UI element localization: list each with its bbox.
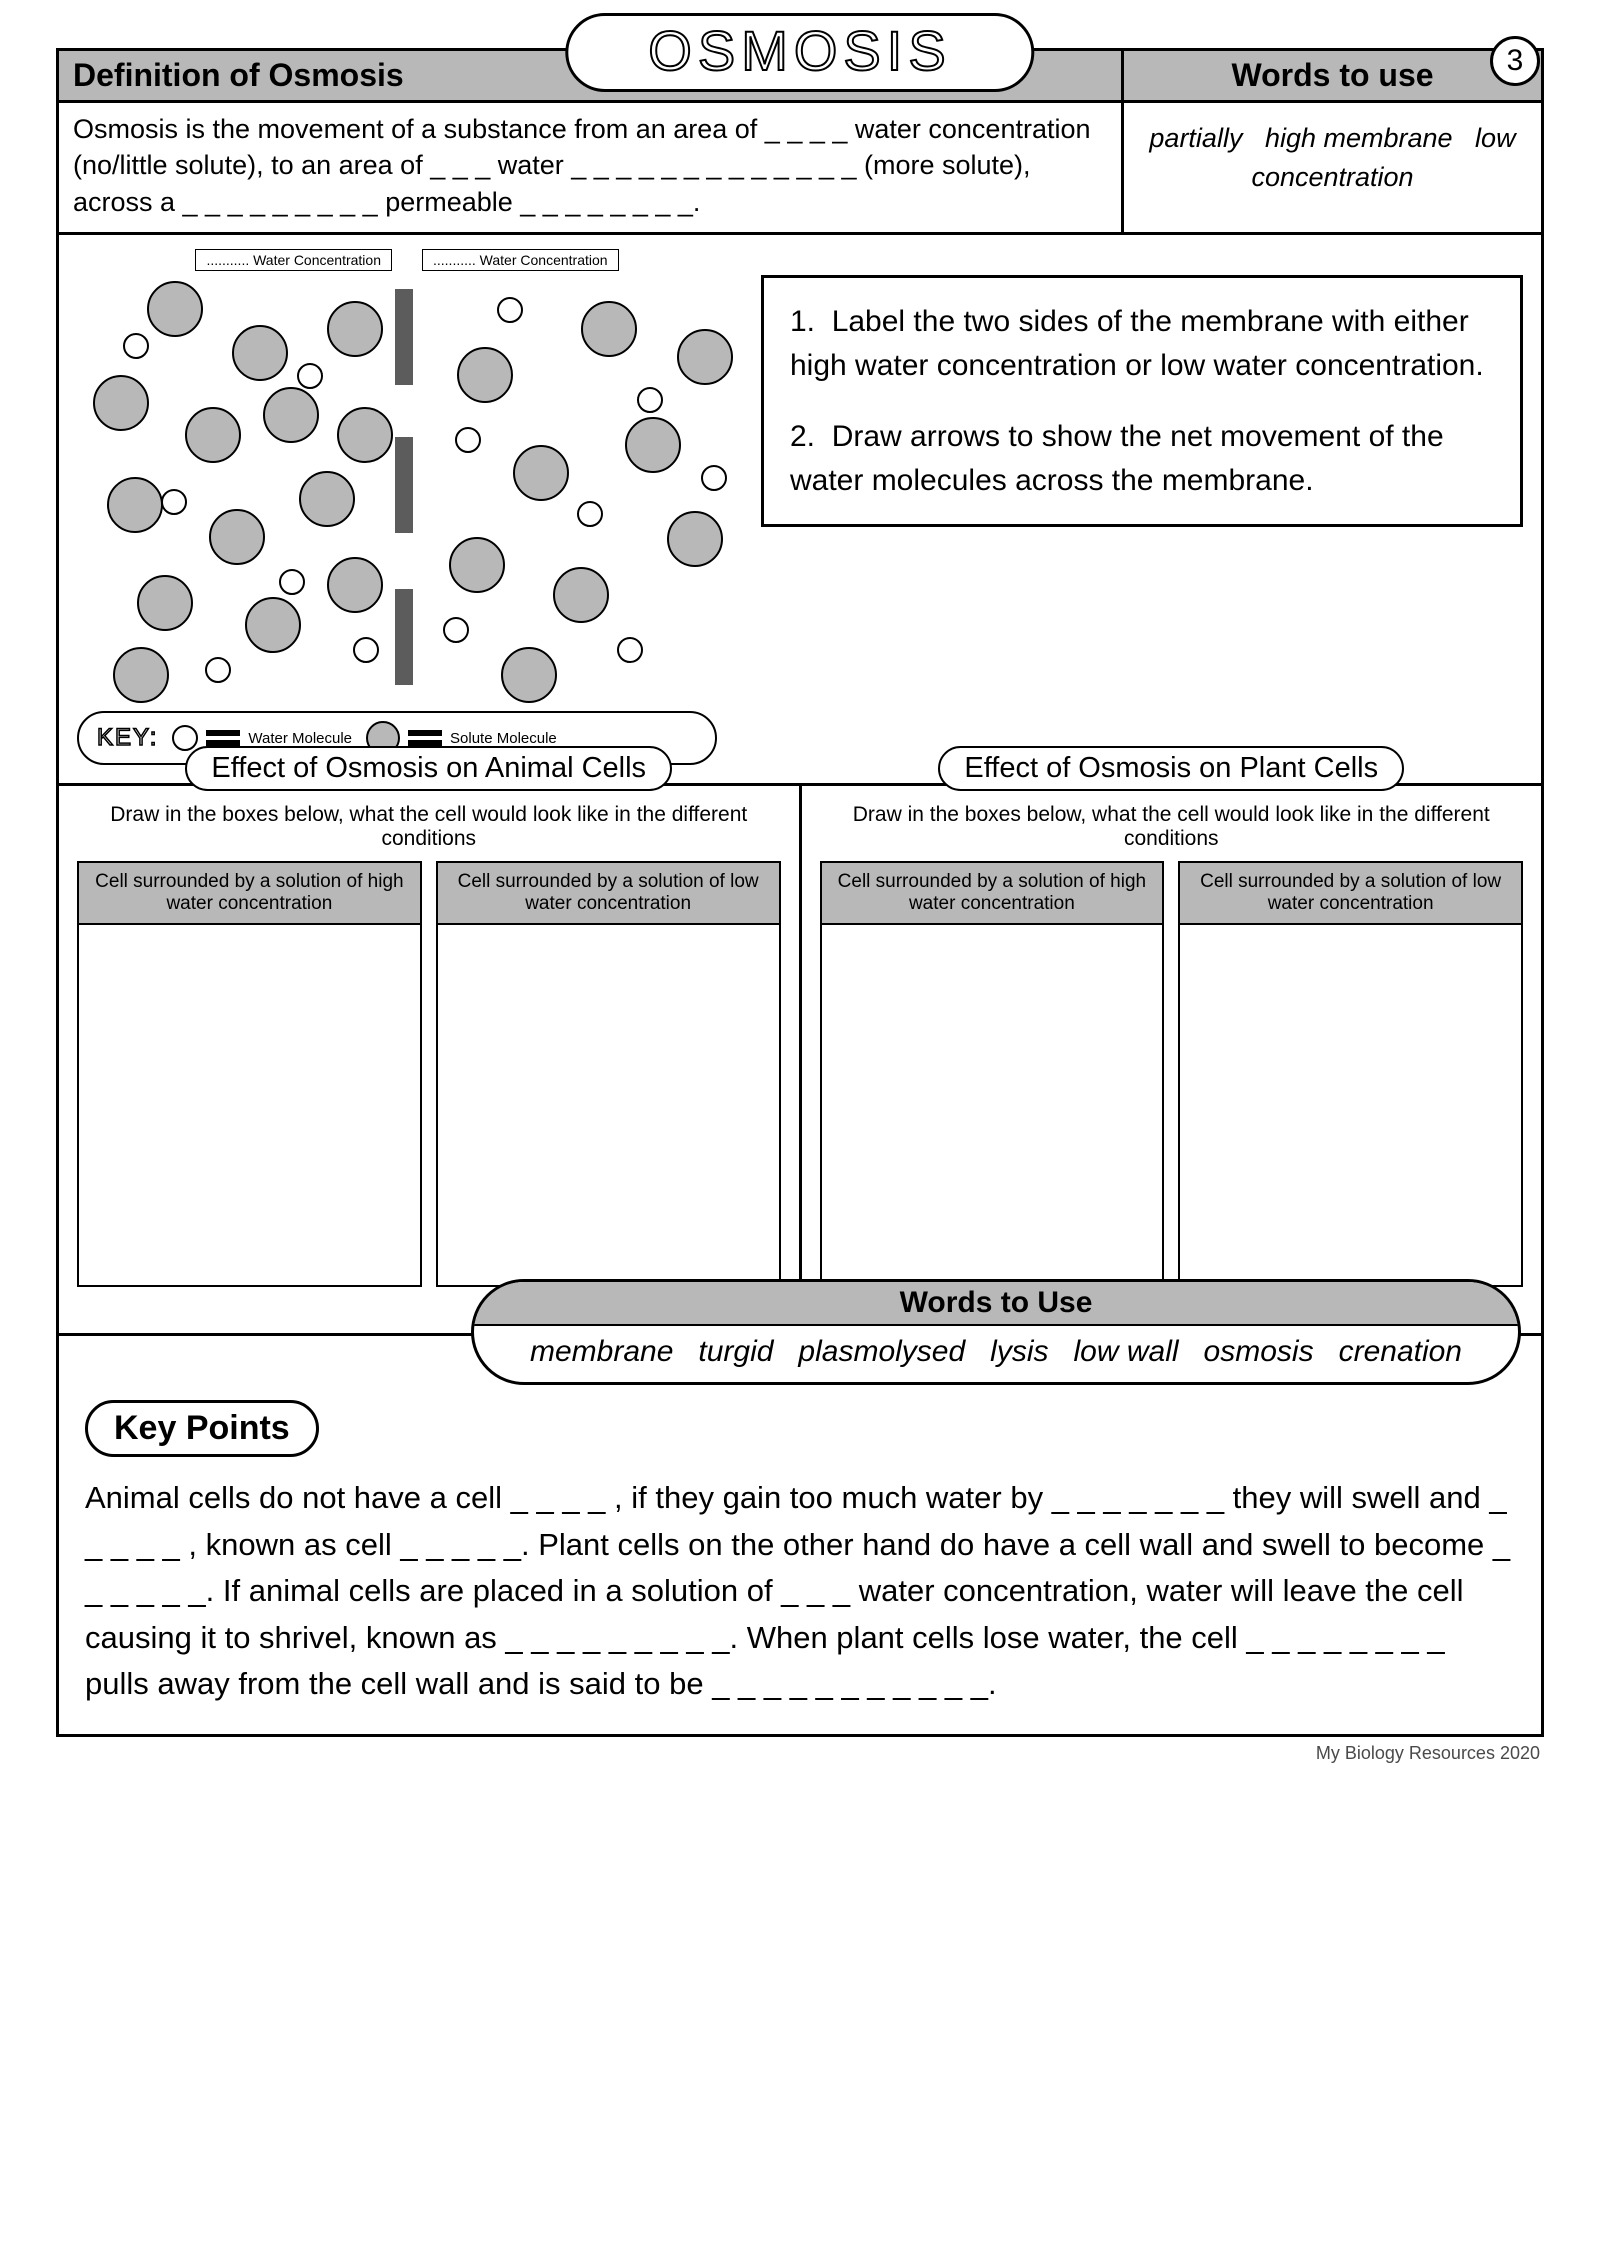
solute-molecule-icon — [677, 329, 733, 385]
plant-cells-sub: Draw in the boxes below, what the cell w… — [820, 803, 1524, 851]
plant-high-draw-area[interactable] — [822, 925, 1163, 1285]
solute-molecule-icon — [113, 647, 169, 703]
solute-molecule-icon — [327, 557, 383, 613]
solute-molecule-icon — [209, 509, 265, 565]
membrane-segment — [395, 589, 413, 685]
page-number: 3 — [1507, 44, 1524, 78]
water-molecule-icon — [205, 657, 231, 683]
definition-body: Osmosis is the movement of a substance f… — [59, 103, 1121, 232]
plant-cells-title: Effect of Osmosis on Plant Cells — [938, 746, 1404, 791]
animal-cells-column: Effect of Osmosis on Animal Cells Draw i… — [59, 786, 802, 1287]
cells-row: Effect of Osmosis on Animal Cells Draw i… — [59, 786, 1541, 1336]
solute-molecule-icon — [457, 347, 513, 403]
solute-molecule-icon — [137, 575, 193, 631]
water-molecule-icon — [577, 501, 603, 527]
plant-cells-column: Effect of Osmosis on Plant Cells Draw in… — [802, 786, 1542, 1287]
key-points-row: Key Points Animal cells do not have a ce… — [59, 1336, 1541, 1734]
solute-molecule-icon — [93, 375, 149, 431]
diagram-wrap: ........... Water Concentration ........… — [77, 249, 737, 765]
words-column: Words to use partially high membrane low… — [1121, 51, 1541, 232]
solute-molecule-icon — [107, 477, 163, 533]
title-pill: OSMOSIS — [565, 13, 1034, 92]
solute-molecule-icon — [263, 387, 319, 443]
plant-low-draw-area[interactable] — [1180, 925, 1521, 1285]
solute-molecule-icon — [232, 325, 288, 381]
bars-icon — [408, 730, 442, 746]
water-molecule-icon — [617, 637, 643, 663]
water-swatch-icon — [172, 725, 198, 751]
water-molecule-icon — [297, 363, 323, 389]
words-mid-body: membrane turgid plasmolysed lysis low wa… — [474, 1326, 1518, 1383]
instruction-1: 1. Label the two sides of the membrane w… — [790, 300, 1494, 387]
page-title: OSMOSIS — [648, 19, 951, 82]
water-molecule-icon — [279, 569, 305, 595]
animal-low-draw-area[interactable] — [438, 925, 779, 1285]
solute-molecule-icon — [581, 301, 637, 357]
solute-molecule-icon — [245, 597, 301, 653]
words-header: Words to use — [1124, 51, 1541, 103]
solute-molecule-icon — [625, 417, 681, 473]
words-body: partially high membrane low concentratio… — [1124, 103, 1541, 213]
plant-high-box: Cell surrounded by a solution of high wa… — [820, 861, 1165, 1287]
solute-molecule-icon — [449, 537, 505, 593]
membrane-segment — [395, 289, 413, 385]
membrane-segment — [395, 437, 413, 533]
key-title: KEY: — [97, 724, 158, 752]
diagram-label-left: ........... Water Concentration — [195, 249, 392, 271]
page-number-badge: 3 — [1490, 36, 1540, 86]
plant-low-box: Cell surrounded by a solution of low wat… — [1178, 861, 1523, 1287]
instruction-2: 2. Draw arrows to show the net movement … — [790, 415, 1494, 502]
water-molecule-icon — [443, 617, 469, 643]
animal-cells-title: Effect of Osmosis on Animal Cells — [185, 746, 672, 791]
diagram-label-right: ........... Water Concentration — [422, 249, 619, 271]
footer-credit: My Biology Resources 2020 — [56, 1743, 1544, 1764]
solute-molecule-icon — [327, 301, 383, 357]
words-to-use-pill: Words to Use membrane turgid plasmolysed… — [471, 1279, 1521, 1386]
bars-icon — [206, 730, 240, 746]
plant-cell-boxes: Cell surrounded by a solution of high wa… — [820, 861, 1524, 1287]
animal-cell-boxes: Cell surrounded by a solution of high wa… — [77, 861, 781, 1287]
solute-molecule-icon — [147, 281, 203, 337]
worksheet-page: 3 OSMOSIS Definition of Osmosis Osmosis … — [0, 0, 1600, 1784]
water-molecule-icon — [637, 387, 663, 413]
osmosis-diagram — [77, 277, 737, 707]
animal-high-header: Cell surrounded by a solution of high wa… — [79, 863, 420, 925]
diagram-row: ........... Water Concentration ........… — [59, 235, 1541, 786]
solute-molecule-icon — [553, 567, 609, 623]
animal-cells-sub: Draw in the boxes below, what the cell w… — [77, 803, 781, 851]
diagram-labels: ........... Water Concentration ........… — [77, 249, 737, 271]
solute-molecule-icon — [501, 647, 557, 703]
plant-low-header: Cell surrounded by a solution of low wat… — [1180, 863, 1521, 925]
water-molecule-icon — [701, 465, 727, 491]
solute-molecule-icon — [513, 445, 569, 501]
solute-molecule-icon — [185, 407, 241, 463]
water-molecule-icon — [123, 333, 149, 359]
instructions-box: 1. Label the two sides of the membrane w… — [761, 275, 1523, 527]
solute-molecule-icon — [667, 511, 723, 567]
key-points-body: Animal cells do not have a cell _ _ _ _ … — [85, 1475, 1515, 1708]
plant-high-header: Cell surrounded by a solution of high wa… — [822, 863, 1163, 925]
key-water-label: Water Molecule — [248, 730, 352, 747]
animal-low-header: Cell surrounded by a solution of low wat… — [438, 863, 779, 925]
solute-molecule-icon — [337, 407, 393, 463]
water-molecule-icon — [455, 427, 481, 453]
water-molecule-icon — [497, 297, 523, 323]
key-solute-label: Solute Molecule — [450, 730, 557, 747]
animal-high-box: Cell surrounded by a solution of high wa… — [77, 861, 422, 1287]
animal-high-draw-area[interactable] — [79, 925, 420, 1285]
solute-molecule-icon — [299, 471, 355, 527]
water-molecule-icon — [353, 637, 379, 663]
words-mid-header: Words to Use — [474, 1282, 1518, 1326]
animal-low-box: Cell surrounded by a solution of low wat… — [436, 861, 781, 1287]
worksheet-frame: OSMOSIS Definition of Osmosis Osmosis is… — [56, 48, 1544, 1737]
water-molecule-icon — [161, 489, 187, 515]
key-points-title: Key Points — [85, 1400, 319, 1457]
